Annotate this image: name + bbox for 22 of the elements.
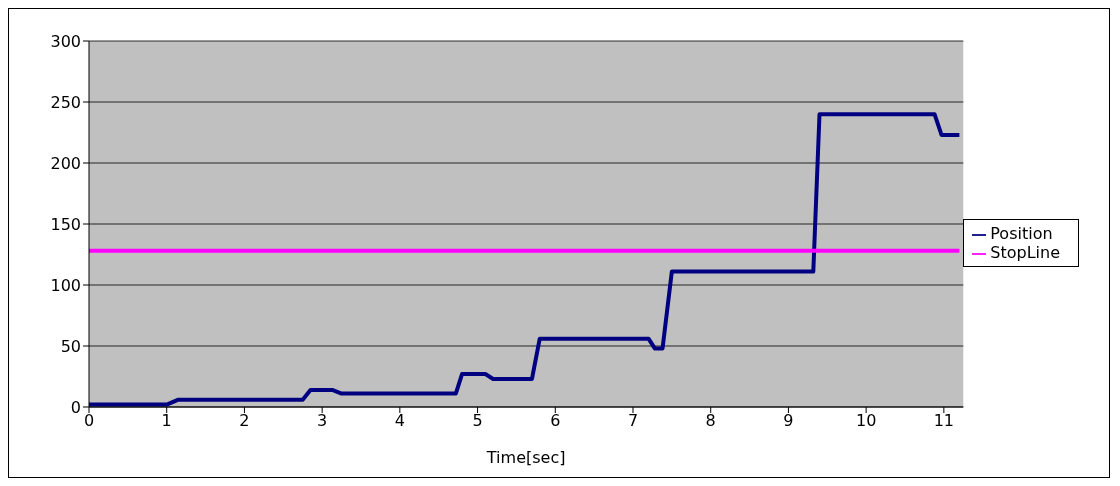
y-tick-label: 250 [50, 92, 81, 112]
legend-label: StopLine [990, 243, 1060, 262]
y-tick-label: 100 [50, 275, 81, 295]
y-tick-label: 150 [50, 214, 81, 234]
y-tick-label: 200 [50, 153, 81, 173]
x-tick-label: 3 [317, 411, 328, 431]
x-tick-label: 0 [83, 411, 95, 431]
y-tick-label: 300 [50, 31, 81, 51]
x-tick-label: 7 [627, 411, 639, 431]
y-tick-label: 0 [70, 397, 81, 417]
x-tick-label: 2 [239, 411, 250, 431]
x-tick-label: 9 [783, 411, 794, 431]
x-tick-label: 5 [472, 411, 483, 431]
y-tick-label: 50 [60, 336, 81, 356]
x-tick-label: 6 [550, 411, 561, 431]
x-tick-label: 4 [394, 411, 405, 431]
x-axis-title: Time[sec] [485, 448, 566, 467]
x-tick-label: 10 [855, 411, 877, 431]
x-tick-label: 8 [705, 411, 716, 431]
legend-label: Position [990, 224, 1053, 243]
x-tick-label: 11 [933, 411, 955, 431]
x-tick-label: 1 [161, 411, 172, 431]
